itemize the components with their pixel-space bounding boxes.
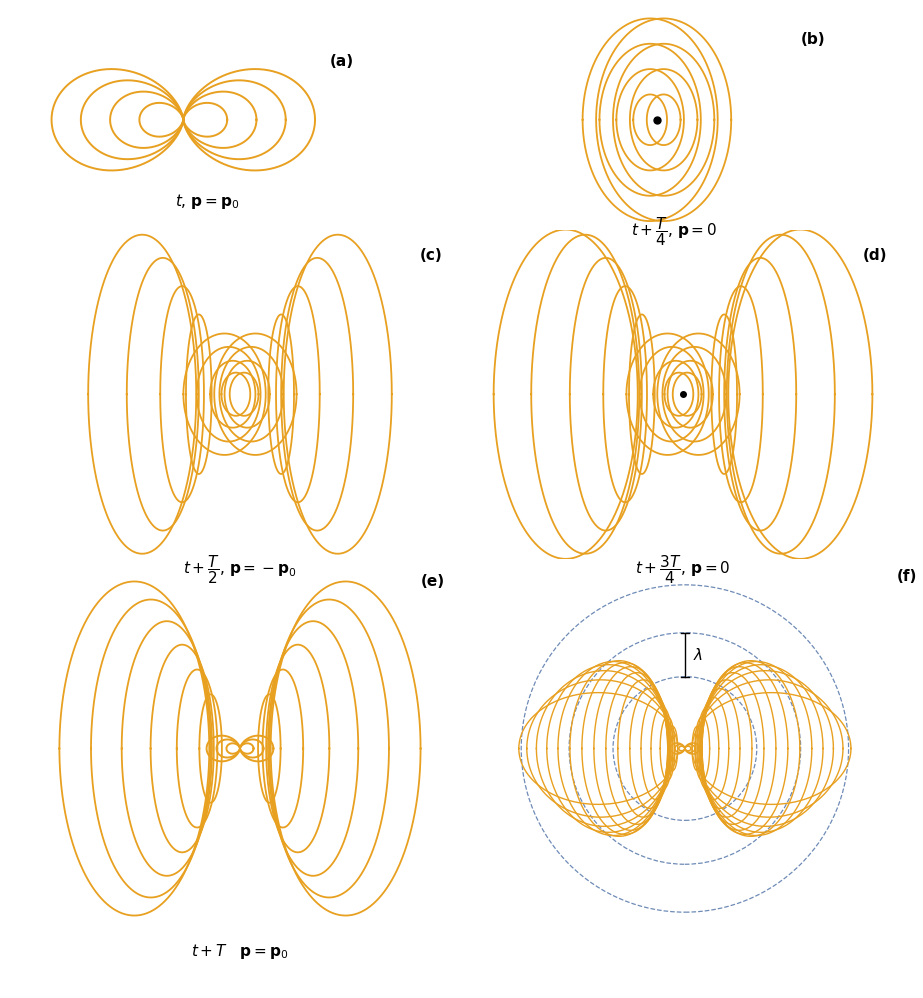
Text: $t+\dfrac{T}{4}$, $\mathbf{p} = 0$: $t+\dfrac{T}{4}$, $\mathbf{p} = 0$ — [630, 216, 717, 249]
Text: $t+T \quad \mathbf{p} = \mathbf{p}_0$: $t+T \quad \mathbf{p} = \mathbf{p}_0$ — [191, 942, 289, 961]
Text: (b): (b) — [800, 32, 825, 47]
Text: (e): (e) — [421, 574, 445, 589]
Text: (f): (f) — [896, 569, 917, 584]
Text: $t+\dfrac{T}{2}$, $\mathbf{p} = -\mathbf{p}_0$: $t+\dfrac{T}{2}$, $\mathbf{p} = -\mathbf… — [183, 554, 297, 586]
Text: (d): (d) — [863, 249, 888, 263]
Text: $\lambda$: $\lambda$ — [693, 647, 703, 663]
Text: $t$, $\mathbf{p} = \mathbf{p}_0$: $t$, $\mathbf{p} = \mathbf{p}_0$ — [175, 192, 240, 211]
Text: (c): (c) — [420, 249, 443, 263]
Text: $t+\dfrac{3T}{4}$, $\mathbf{p} = 0$: $t+\dfrac{3T}{4}$, $\mathbf{p} = 0$ — [635, 554, 731, 586]
Text: (a): (a) — [330, 54, 354, 69]
